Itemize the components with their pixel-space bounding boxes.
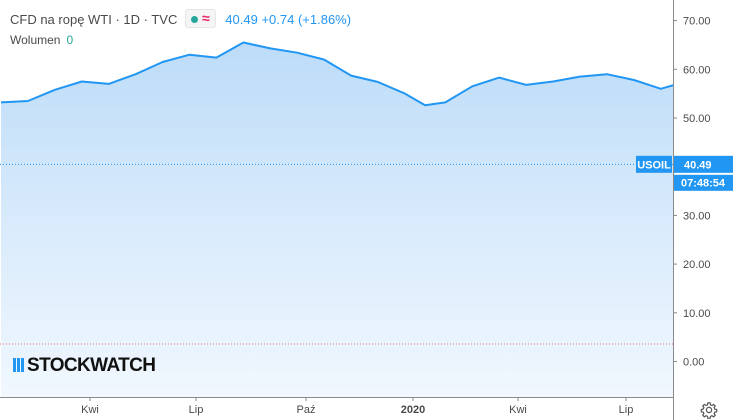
volume-legend[interactable]: Wolumen 0 [10, 33, 73, 47]
market-status-icon [190, 16, 198, 23]
volume-label: Wolumen [10, 33, 61, 47]
volume-value: 0 [66, 33, 74, 47]
series-line[interactable] [0, 41, 741, 362]
gear-icon[interactable] [700, 401, 718, 419]
status-badge[interactable]: ≈ [184, 9, 216, 28]
x-tick-label: Kwi [81, 404, 99, 416]
y-tick-label: 0.00 [683, 357, 704, 369]
price-tag[interactable] [674, 155, 733, 173]
series-area-fill [1, 42, 741, 397]
y-tick-label: 30.00 [683, 210, 711, 222]
x-tick-label: Kwi [509, 404, 527, 416]
x-tick-label: 2020 [401, 404, 425, 416]
x-tick-label: Paź [297, 404, 316, 416]
x-tick-label: Lip [619, 404, 634, 416]
symbol-title[interactable]: CFD na ropę WTI · 1D · TVC [10, 12, 178, 27]
y-tick-label: 10.00 [683, 308, 711, 320]
price-tag-label: 40.49 [684, 159, 712, 171]
time-axis-bg[interactable] [0, 397, 673, 420]
countdown-label: 07:48:54 [681, 177, 726, 189]
y-tick-label: 60.00 [683, 64, 711, 76]
ticker-label: USOIL [637, 159, 671, 171]
y-tick-label: 50.00 [683, 113, 711, 125]
countdown-tag [674, 174, 733, 191]
stockwatch-logo: STOCKWATCH [13, 355, 156, 377]
y-tick-label: 70.00 [683, 16, 711, 28]
last-value: 40.49 [225, 12, 258, 27]
change-value: +0.74 (+1.86%) [261, 12, 352, 27]
x-tick-label: Lip [189, 404, 204, 416]
approx-icon: ≈ [201, 10, 210, 26]
price-axis-bg[interactable] [673, 0, 741, 420]
y-tick-label: 20.00 [683, 259, 711, 271]
bars-icon [13, 358, 25, 372]
ticker-tag[interactable] [636, 155, 672, 173]
logo-text: STOCKWATCH [27, 355, 156, 376]
symbol-legend: CFD na ropę WTI · 1D · TVC ≈ 40.49 +0.74… [10, 9, 351, 28]
